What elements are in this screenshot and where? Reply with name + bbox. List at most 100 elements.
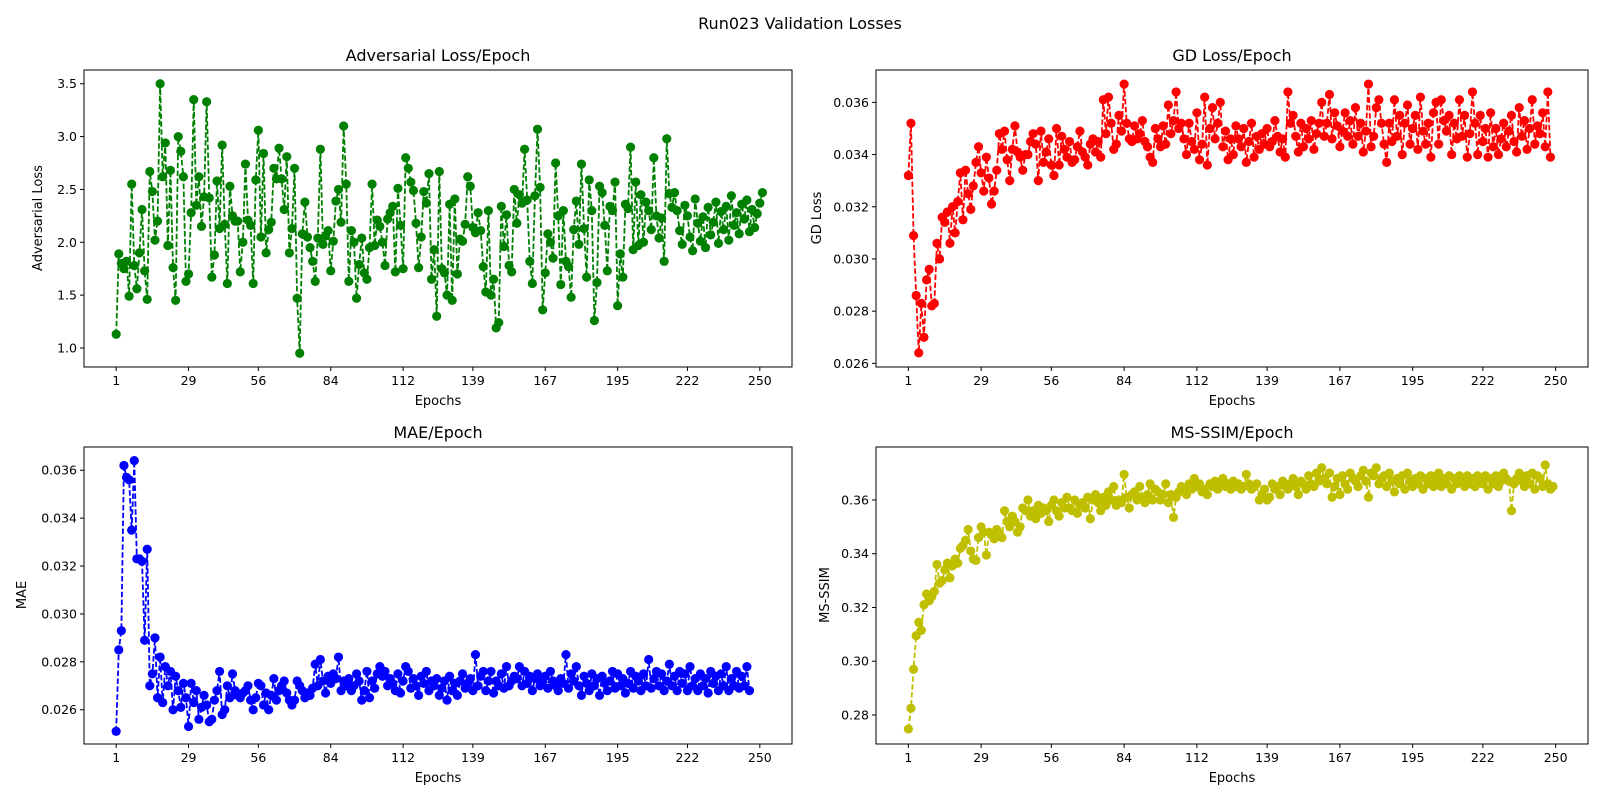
adversarial-loss-point [127,179,137,189]
mae-point [465,674,475,684]
mae-point [644,654,654,665]
ms-ssim-point [1343,484,1353,494]
mae-ytick-label: 0.034 [41,511,77,526]
ms-ssim-point [1288,473,1298,484]
mae-point [114,645,124,655]
mae-point [137,556,147,566]
gd-loss-point [960,165,971,175]
adversarial-loss-point [566,292,576,302]
gd-loss-point [1462,152,1472,162]
ms-ssim-point [1371,463,1381,473]
adversarial-loss-point [295,348,305,358]
gd-loss-point [1389,95,1400,105]
adversarial-loss-point [613,301,623,311]
gd-loss-point [1428,108,1439,118]
mae-xtick-label: 84 [323,750,339,765]
adversarial-loss-point [137,204,147,215]
mae-point [129,456,139,466]
adversarial-loss-point [690,194,700,204]
mae-point [615,681,625,691]
adversarial-loss-point [132,284,142,294]
adversarial-loss-point [121,256,132,266]
gd-loss-point [1233,134,1244,144]
gd-loss-point [1057,131,1067,141]
adversarial-loss-point [625,142,636,152]
adversarial-loss-point [287,223,297,234]
ms-ssim-point [1080,503,1090,513]
adversarial-loss-point [677,239,687,249]
adversarial-loss-point [607,205,618,216]
gd-loss-point [1543,87,1553,97]
adversarial-loss-ytick-label: 3.5 [57,76,77,91]
mae-point [145,681,155,691]
mae-point [333,652,344,662]
gd-loss-point [1408,123,1418,134]
adversarial-loss-point [367,179,377,189]
mae-point [571,662,581,672]
gd-loss-point [1137,116,1147,126]
mae-point [703,688,713,698]
mae-point [434,690,444,700]
mae-point [470,650,481,660]
ms-ssim-xtick-label: 139 [1255,750,1279,765]
gd-loss-point [906,118,916,128]
gd-loss-point [1444,110,1454,121]
mae-point [395,688,406,698]
adversarial-loss-xtick-label: 112 [391,373,415,388]
ms-ssim-point [1109,481,1119,492]
adversarial-loss-ytick-label: 1.5 [57,288,77,303]
adversarial-loss-point [292,293,302,303]
ms-ssim-point [1090,489,1101,500]
gd-loss-point [1376,118,1387,128]
mae-point [127,525,137,535]
mae-point [264,705,274,715]
adversarial-loss-point [225,181,235,191]
mae-point [419,678,429,689]
adversarial-loss-point [675,226,685,236]
gd-loss-point [1493,149,1504,160]
mae-point [574,681,584,691]
mae-point [227,669,238,679]
gd-loss-point [1239,123,1249,134]
adversarial-loss-point [589,315,599,326]
adversarial-loss-point [713,238,724,248]
mae-xtick-label: 56 [250,750,266,765]
gd-loss-point [1496,134,1506,144]
adversarial-loss-xtick-label: 195 [606,373,630,388]
mae-point [579,671,589,681]
adversarial-loss-point [582,272,592,282]
adversarial-loss-point [535,182,545,192]
gd-loss-point [1447,149,1457,160]
adversarial-loss-point [698,212,708,222]
adversarial-loss-point [196,221,207,232]
gd-loss-point [1327,134,1337,144]
gd-loss-point [1010,121,1020,131]
gd-loss-point [1415,92,1426,102]
adversarial-loss-point [700,242,711,253]
ms-ssim-point [1124,503,1134,513]
adversarial-loss-point [486,290,496,300]
gd-loss-point [963,189,973,199]
mae-point [561,650,571,660]
mae-point [212,685,222,696]
ms-ssim-ytick-label: 0.30 [841,654,869,669]
adversarial-loss-point [269,163,279,173]
mae-point [553,685,563,696]
adversarial-loss-ytick-label: 2.5 [57,182,77,197]
mae-point [119,460,129,471]
gd-loss-point [1545,152,1556,162]
gd-loss-point [1504,126,1514,136]
adversarial-loss-point [202,97,212,107]
adversarial-loss-point [439,268,450,278]
mae-point [181,693,191,703]
adversarial-loss-point [551,158,561,168]
gd-loss-point [1054,160,1064,170]
gd-loss-point [1486,108,1496,118]
gd-loss-point [1187,136,1197,147]
ms-ssim-point [1324,468,1335,478]
adversarial-loss-point [530,191,540,201]
mae-point [186,678,196,689]
adversarial-loss-point [587,205,597,216]
adversarial-loss-point [300,197,310,207]
mae-point [116,626,126,636]
